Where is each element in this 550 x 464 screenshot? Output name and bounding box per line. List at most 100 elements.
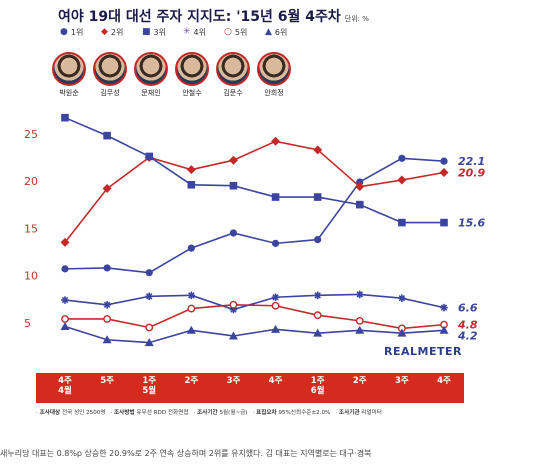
data-point: [60, 322, 70, 331]
note-value: 전국 성인 2500명: [61, 410, 106, 416]
legend-marker-icon: ■: [142, 26, 151, 37]
data-point: [440, 157, 448, 165]
note-value: 유무선 RDD 전화면접: [136, 410, 189, 416]
series-line: [65, 303, 445, 330]
data-point: [271, 324, 281, 333]
data-point: [229, 300, 238, 309]
legend-label: 2위: [110, 27, 124, 37]
candidate-name: 김문수: [223, 89, 243, 97]
portrait-icon: [175, 52, 209, 86]
y-tick-label: 20: [24, 175, 38, 188]
data-point: [440, 218, 448, 227]
candidate-name: 안희정: [264, 89, 284, 97]
data-point: [355, 200, 364, 209]
note-key: 조사방법: [114, 410, 135, 416]
data-point: [187, 304, 196, 313]
x-tick-label: 4주 4월: [58, 376, 72, 396]
legend-label: 5위: [234, 27, 248, 37]
data-point: [60, 237, 70, 247]
data-point: [313, 291, 322, 300]
candidate-name: 김무성: [100, 89, 120, 97]
data-point: [145, 269, 153, 277]
portrait-icon: [216, 52, 250, 86]
data-point: [439, 167, 449, 177]
series-line: [64, 116, 444, 224]
x-tick-label: 3주: [226, 376, 241, 386]
data-point: [61, 296, 69, 304]
legend-item: ● 1위: [60, 26, 101, 38]
survey-note: · 표집오차 95%신뢰수준±2.0%: [252, 410, 331, 416]
data-point: [355, 290, 364, 299]
end-value-label: 15.6: [458, 217, 485, 230]
x-tick-label: 5주: [100, 376, 114, 386]
candidate-photo: 박원순: [50, 52, 88, 98]
survey-note: · 조사기간 5월(월~금): [193, 410, 248, 416]
data-point: [397, 175, 407, 185]
data-point: [103, 300, 111, 309]
legend-item: ◆ 2위: [101, 26, 142, 38]
legend-item: ✳ 4위: [183, 26, 224, 38]
x-tick-label: 2주: [184, 376, 199, 386]
data-point: [271, 293, 280, 302]
brand-logo: REALMETER: [384, 345, 462, 358]
data-point: [314, 235, 322, 244]
legend-marker-icon: ◆: [101, 26, 108, 37]
data-point: [355, 316, 364, 325]
legend-marker-icon: ○: [224, 26, 232, 37]
data-point: [271, 193, 280, 201]
data-point: [313, 145, 323, 155]
data-point: [440, 303, 448, 312]
data-point: [103, 131, 111, 140]
legend-label: 1위: [70, 27, 84, 37]
data-point: [229, 181, 238, 190]
legend-marker-icon: ●: [60, 26, 68, 37]
portrait-icon: [52, 52, 86, 86]
y-tick-label: 25: [24, 128, 38, 141]
candidate-name: 문재인: [141, 89, 161, 97]
candidate-photo: 안희정: [255, 52, 293, 98]
x-tick-label: 1주 6월: [310, 376, 325, 396]
series-line: [64, 140, 445, 243]
data-point: [61, 265, 69, 273]
legend-item: ○ 5위: [224, 26, 265, 38]
data-point: [103, 264, 111, 272]
survey-note: · 조사방법 유무선 RDD 전화면접: [110, 410, 189, 416]
data-point: [355, 182, 365, 192]
legend-item: ■ 3위: [142, 26, 183, 38]
legend: ● 1위 ◆ 2위 ■ 3위 ✳ 4위 ○ 5위 ▲ 6위: [60, 26, 306, 38]
data-point: [313, 328, 323, 337]
y-tick-label: 15: [24, 222, 38, 235]
y-tick-label: 10: [24, 270, 38, 283]
candidate-name: 안철수: [182, 89, 202, 97]
data-point: [398, 218, 406, 227]
end-value-label: 22.1: [458, 155, 485, 168]
data-point: [103, 315, 112, 323]
candidate-name: 박원순: [59, 89, 79, 97]
data-point: [186, 165, 196, 175]
data-point: [187, 291, 196, 300]
chart-title: 여야 19대 대선 주자 지지도: '15년 6월 4주차 단위: %: [58, 9, 369, 25]
data-point: [271, 136, 281, 146]
note-key: 조사기관: [338, 410, 360, 416]
candidate-photos: 박원순 김무성 문재인 안철수 김문수 안희정: [50, 52, 300, 100]
data-point: [397, 328, 407, 337]
data-point: [313, 311, 322, 320]
candidate-photo: 김무성: [91, 52, 129, 98]
legend-label: 3위: [153, 27, 166, 37]
candidate-photo: 안철수: [173, 52, 211, 98]
end-value-label: 6.6: [458, 302, 478, 315]
series-line: [64, 293, 445, 311]
data-point: [187, 180, 196, 189]
data-point: [187, 244, 195, 252]
note-key: 표집오차: [256, 410, 277, 416]
data-point: [229, 229, 238, 237]
data-point: [356, 178, 364, 186]
portrait-icon: [134, 52, 168, 86]
unit-label: 단위: %: [344, 15, 369, 23]
legend-marker-icon: ✳: [183, 26, 191, 37]
legend-label: 6위: [274, 27, 288, 37]
data-point: [145, 152, 154, 161]
data-point: [186, 325, 196, 334]
x-tick-label: 4주: [268, 376, 283, 386]
line-chart: 5 10 15 20 25 22.120.9 15.6 6.6 4.84.2: [24, 113, 485, 347]
